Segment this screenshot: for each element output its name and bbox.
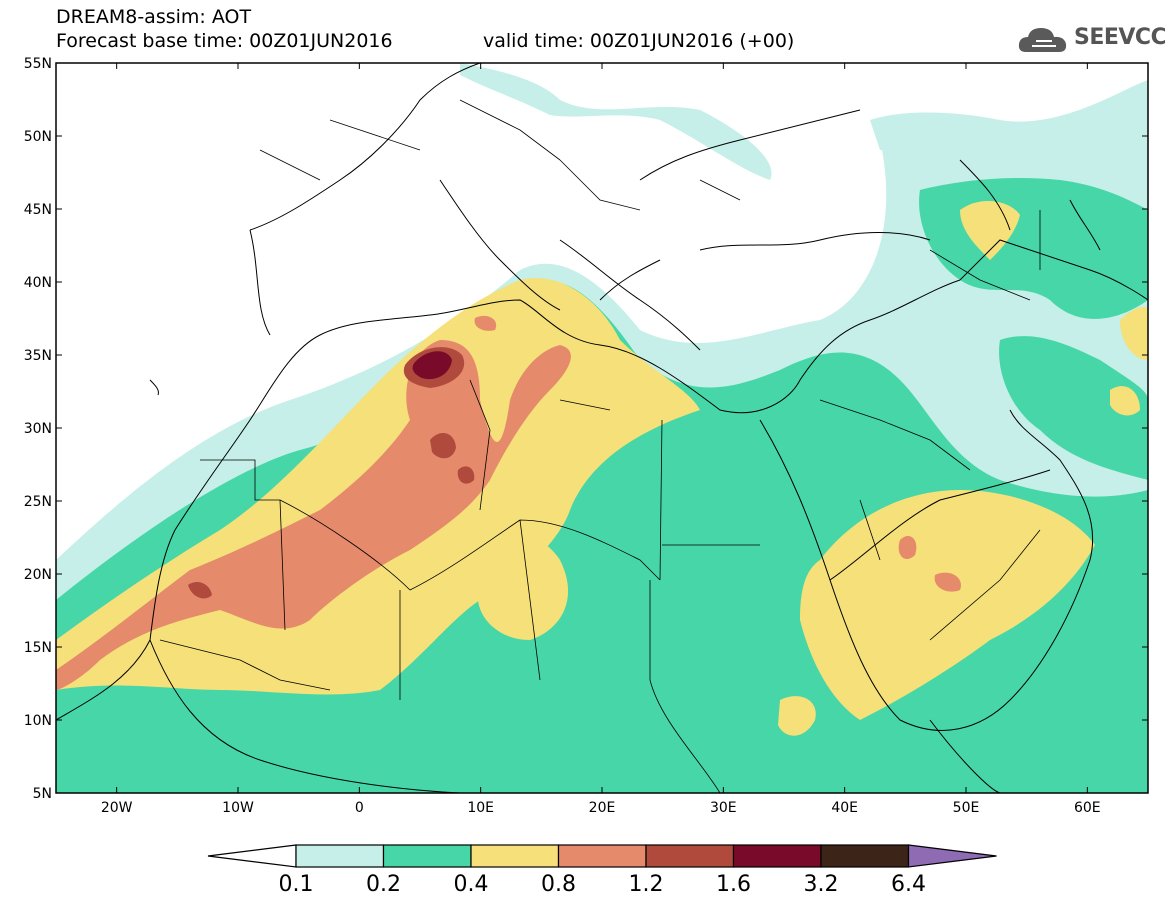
colorbar-cell xyxy=(732,844,822,868)
axis-ticks xyxy=(56,62,1148,794)
latitude-labels: 55N 50N 45N 40N 35N 30N 25N 20N 15N 10N 5N xyxy=(24,56,52,802)
lat-label: 45N xyxy=(24,202,52,218)
colorbar-cells xyxy=(207,844,997,868)
colorbar-level-label: 0.2 xyxy=(366,872,401,897)
lon-label: 10E xyxy=(467,800,494,816)
colorbar-cell xyxy=(470,844,560,868)
colorbar-cell xyxy=(557,844,647,868)
coastlines xyxy=(56,63,1148,793)
colorbar-cell xyxy=(382,844,472,868)
colorbar-level-label: 0.8 xyxy=(541,872,576,897)
lat-label: 40N xyxy=(24,275,52,291)
map-title: DREAM8-assim: AOT xyxy=(56,6,252,28)
longitude-labels: 20W 10W 0 10E 20E 30E 40E 50E 60E xyxy=(101,800,1101,816)
colorbar-level-label: 6.4 xyxy=(891,872,926,897)
colorbar-labels: 0.1 0.2 0.4 0.8 1.2 1.6 3.2 6.4 xyxy=(279,872,927,897)
lat-label: 10N xyxy=(24,713,52,729)
lat-label: 55N xyxy=(24,56,52,72)
aot-contour-0.8 xyxy=(56,315,961,690)
lat-label: 5N xyxy=(33,786,52,802)
aot-contour-1.6 xyxy=(412,351,452,380)
lon-label: 20W xyxy=(101,800,133,816)
lat-label: 50N xyxy=(24,129,52,145)
seevccc-logo: SEEVCCC xyxy=(1016,22,1165,56)
lat-label: 35N xyxy=(24,348,52,364)
colorbar-cell xyxy=(295,844,385,868)
colorbar-cell xyxy=(820,844,910,868)
logo-text: SEEVCCC xyxy=(1074,25,1165,50)
lon-label: 0 xyxy=(355,800,364,816)
lon-label: 50E xyxy=(953,800,980,816)
colorbar-level-label: 3.2 xyxy=(804,872,839,897)
colorbar-level-label: 0.4 xyxy=(454,872,489,897)
colorbar-cell xyxy=(645,844,735,868)
forecast-base-time: Forecast base time: 00Z01JUN2016 xyxy=(56,30,393,52)
colorbar-level-label: 1.2 xyxy=(629,872,664,897)
lat-label: 30N xyxy=(24,421,52,437)
valid-time: valid time: 00Z01JUN2016 (+00) xyxy=(483,30,795,52)
lat-label: 20N xyxy=(24,567,52,583)
colorbar-level-label: 1.6 xyxy=(716,872,751,897)
lat-label: 25N xyxy=(24,494,52,510)
aot-field xyxy=(56,63,1148,793)
cloud-icon xyxy=(1018,28,1067,52)
lat-label: 15N xyxy=(24,640,52,656)
colorbar-level-label: 0.1 xyxy=(279,872,314,897)
country-borders xyxy=(159,99,1041,793)
colorbar-arrow-low xyxy=(207,844,297,868)
lon-label: 60E xyxy=(1074,800,1101,816)
lon-label: 40E xyxy=(831,800,858,816)
colorbar-arrow-high xyxy=(907,844,997,868)
lon-label: 20E xyxy=(589,800,616,816)
lon-label: 10W xyxy=(222,800,254,816)
lon-label: 30E xyxy=(710,800,737,816)
